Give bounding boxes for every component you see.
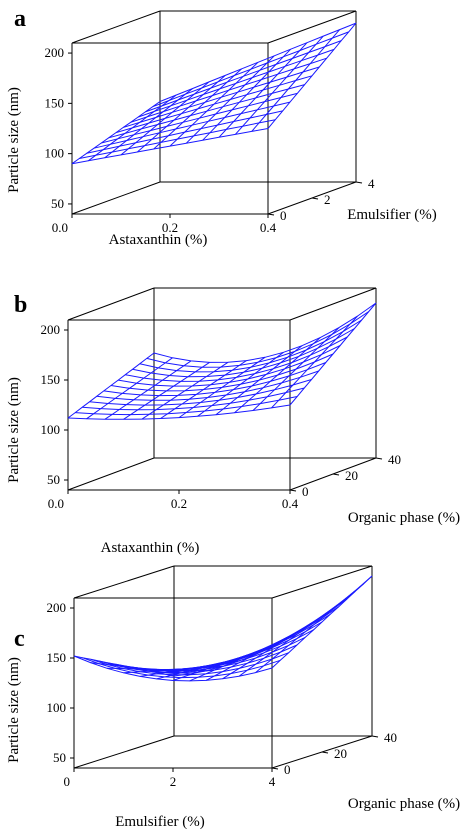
x-tick-label: 4 <box>269 774 276 789</box>
mesh-line <box>165 583 365 675</box>
z-tick-label: 50 <box>53 750 66 765</box>
z-tick-label: 200 <box>41 322 61 337</box>
mesh-line <box>159 22 357 102</box>
mesh-line <box>67 404 291 420</box>
mesh-line <box>146 311 370 368</box>
y-tick-label: 20 <box>334 746 347 761</box>
mesh-line <box>152 31 349 108</box>
x-axis-label: Astaxanthin (%) <box>109 232 208 248</box>
z-tick-label: 100 <box>47 700 67 715</box>
x-tick-label: 0.2 <box>171 496 187 511</box>
y-tick-label: 40 <box>388 452 401 467</box>
z-tick-label: 50 <box>51 196 64 211</box>
z-tick-label: 50 <box>47 472 60 487</box>
mesh-line <box>139 319 362 373</box>
box-edge <box>71 10 161 44</box>
x-axis-label: Astaxanthin (%) <box>101 540 200 556</box>
z-tick-label: 150 <box>45 95 65 110</box>
y-tick-label: 2 <box>324 192 331 207</box>
mesh-line <box>115 75 313 134</box>
surface-mesh <box>71 22 357 165</box>
mesh-line <box>73 655 273 682</box>
surface-mesh <box>73 575 373 682</box>
mesh-line <box>101 92 298 144</box>
mesh-line <box>145 40 342 113</box>
panel-letter: a <box>14 6 26 32</box>
mesh-line <box>75 396 298 416</box>
mesh-line <box>86 110 283 154</box>
box-edge <box>267 10 357 44</box>
x-tick-label: 0.4 <box>282 496 299 511</box>
mesh-line <box>123 66 320 128</box>
mesh-line <box>82 657 281 679</box>
mesh-line <box>118 345 341 387</box>
panel-a: 50 100 150 200 0.0 0.2 0.40 2 4 Astaxanthin (%) Em… <box>6 6 437 248</box>
z-tick-label: 150 <box>41 372 61 387</box>
y-tick-label: 0 <box>284 762 291 777</box>
mesh-line <box>173 575 373 677</box>
x-tick-label: 0.2 <box>162 220 178 235</box>
mesh-line <box>130 57 327 123</box>
z-axis-label: Particle size (nm) <box>6 377 22 483</box>
mesh-line <box>103 362 326 397</box>
y-tick-mark <box>289 489 297 492</box>
box-edge <box>289 287 377 321</box>
y-tick-label: 4 <box>368 176 375 191</box>
y-tick-mark <box>271 767 279 770</box>
mesh-line <box>79 119 276 159</box>
x-axis-label: Emulsifier (%) <box>115 814 205 830</box>
y-tick-label: 20 <box>345 468 358 483</box>
panel-letter: c <box>14 626 25 652</box>
y-tick-mark <box>375 457 383 460</box>
mesh-line <box>153 302 377 363</box>
y-tick-mark <box>371 735 379 738</box>
box-edge <box>67 287 155 321</box>
mesh-line <box>71 128 269 165</box>
mesh-line <box>82 387 305 411</box>
x-tick-label: 0.4 <box>260 220 277 235</box>
y-tick-label: 0 <box>302 484 309 499</box>
mesh-line <box>108 84 305 139</box>
x-tick-label: 0.0 <box>52 220 68 235</box>
surface-mesh <box>67 302 377 420</box>
box-edge <box>71 181 161 215</box>
y-tick-mark <box>332 473 340 476</box>
z-tick-label: 100 <box>45 146 65 161</box>
box-edge <box>67 457 155 491</box>
box-edge <box>271 565 373 599</box>
box-edge <box>73 565 175 599</box>
panel-b: 50 100 150 200 0.0 0.2 0.40 20 40 Astaxanthin (%)… <box>6 287 460 556</box>
z-tick-label: 150 <box>47 650 67 665</box>
mesh-line <box>110 353 334 392</box>
mesh-line <box>89 379 312 406</box>
y-tick-mark <box>355 181 363 184</box>
mesh-line <box>90 652 289 676</box>
y-tick-mark <box>321 751 329 754</box>
y-axis-label: Organic phase (%) <box>348 510 460 526</box>
mesh-line <box>125 336 348 382</box>
x-tick-label: 2 <box>170 774 177 789</box>
z-tick-label: 200 <box>47 600 67 615</box>
z-tick-label: 200 <box>45 45 65 60</box>
mesh-line <box>137 48 335 118</box>
mesh-line <box>96 370 319 401</box>
y-tick-mark <box>267 213 275 216</box>
z-axis-label: Particle size (nm) <box>6 87 22 193</box>
y-tick-mark <box>311 197 319 200</box>
y-tick-label: 40 <box>384 730 397 745</box>
x-tick-label: 0.0 <box>48 496 64 511</box>
y-axis-label: Emulsifier (%) <box>347 207 437 223</box>
y-axis-label: Organic phase (%) <box>348 796 460 812</box>
y-tick-label: 0 <box>280 208 287 223</box>
box-edge <box>73 735 175 769</box>
panel-letter: b <box>14 292 27 318</box>
z-tick-label: 100 <box>41 422 61 437</box>
mesh-line <box>132 328 355 378</box>
z-axis-label: Particle size (nm) <box>6 657 22 763</box>
mesh-line <box>93 101 291 149</box>
x-tick-label: 0 <box>64 774 71 789</box>
